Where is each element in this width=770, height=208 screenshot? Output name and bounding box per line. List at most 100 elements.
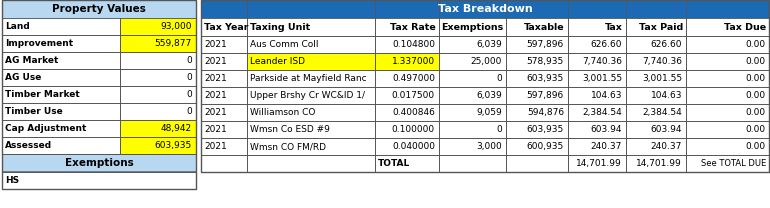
Bar: [439, 18, 506, 36]
Bar: [247, 87, 375, 104]
Text: 2021: 2021: [204, 142, 226, 151]
Text: 0: 0: [186, 56, 192, 65]
Bar: [2, 0, 196, 18]
Bar: [568, 121, 626, 138]
Bar: [568, 155, 626, 172]
Text: 93,000: 93,000: [160, 22, 192, 31]
Text: 2021: 2021: [204, 91, 226, 100]
Text: 603,935: 603,935: [155, 141, 192, 150]
Text: See TOTAL DUE: See TOTAL DUE: [701, 159, 766, 168]
Text: Leander ISD: Leander ISD: [250, 57, 305, 66]
Text: 7,740.36: 7,740.36: [642, 57, 682, 66]
Text: Tax Breakdown: Tax Breakdown: [437, 4, 532, 14]
Bar: [2, 120, 120, 137]
Bar: [247, 53, 375, 70]
Text: Upper Brshy Cr WC&ID 1/: Upper Brshy Cr WC&ID 1/: [250, 91, 365, 100]
Bar: [201, 0, 769, 172]
Text: AG Market: AG Market: [5, 56, 59, 65]
Bar: [247, 104, 375, 121]
Text: 603,935: 603,935: [527, 125, 564, 134]
Text: 0.00: 0.00: [745, 57, 765, 66]
Bar: [375, 36, 439, 53]
Text: 14,701.99: 14,701.99: [576, 159, 622, 168]
Bar: [120, 120, 196, 137]
Bar: [375, 104, 439, 121]
Bar: [247, 70, 375, 87]
Bar: [626, 53, 686, 70]
Bar: [120, 18, 196, 35]
Text: 2021: 2021: [204, 40, 226, 49]
Bar: [201, 36, 247, 53]
Text: 0.104800: 0.104800: [392, 40, 435, 49]
Text: 2021: 2021: [204, 108, 226, 117]
Text: 14,701.99: 14,701.99: [636, 159, 682, 168]
Text: Exemptions: Exemptions: [440, 22, 503, 31]
Text: Tax Rate: Tax Rate: [390, 22, 436, 31]
Text: 600,935: 600,935: [527, 142, 564, 151]
Text: HS: HS: [5, 176, 19, 185]
Bar: [439, 138, 506, 155]
Bar: [201, 0, 769, 18]
Text: 603.94: 603.94: [591, 125, 622, 134]
Bar: [568, 36, 626, 53]
Bar: [201, 70, 247, 87]
Text: 3,000: 3,000: [477, 142, 502, 151]
Text: 6,039: 6,039: [477, 40, 502, 49]
Bar: [247, 121, 375, 138]
Text: 578,935: 578,935: [527, 57, 564, 66]
Text: 597,896: 597,896: [527, 91, 564, 100]
Bar: [568, 70, 626, 87]
Bar: [439, 87, 506, 104]
Bar: [506, 53, 568, 70]
Bar: [375, 87, 439, 104]
Bar: [506, 87, 568, 104]
Bar: [439, 70, 506, 87]
Text: 0: 0: [496, 74, 502, 83]
Bar: [506, 138, 568, 155]
Bar: [375, 18, 439, 36]
Text: 240.37: 240.37: [651, 142, 682, 151]
Text: 0.00: 0.00: [745, 108, 765, 117]
Text: Williamson CO: Williamson CO: [250, 108, 316, 117]
Text: Parkside at Mayfield Ranc: Parkside at Mayfield Ranc: [250, 74, 367, 83]
Text: Tax Due: Tax Due: [724, 22, 766, 31]
Text: 0.00: 0.00: [745, 142, 765, 151]
Bar: [2, 154, 196, 172]
Text: 48,942: 48,942: [161, 124, 192, 133]
Bar: [201, 121, 247, 138]
Bar: [120, 86, 196, 103]
Text: Wmsn Co ESD #9: Wmsn Co ESD #9: [250, 125, 330, 134]
Text: 597,896: 597,896: [527, 40, 564, 49]
Bar: [120, 35, 196, 52]
Text: Improvement: Improvement: [5, 39, 73, 48]
Bar: [506, 18, 568, 36]
Bar: [686, 121, 769, 138]
Bar: [201, 87, 247, 104]
Bar: [2, 35, 120, 52]
Bar: [2, 0, 196, 189]
Bar: [626, 18, 686, 36]
Bar: [568, 18, 626, 36]
Text: Tax Year: Tax Year: [204, 22, 249, 31]
Bar: [506, 104, 568, 121]
Bar: [2, 52, 120, 69]
Text: 2,384.54: 2,384.54: [642, 108, 682, 117]
Bar: [686, 138, 769, 155]
Bar: [568, 53, 626, 70]
Bar: [439, 104, 506, 121]
Bar: [247, 36, 375, 53]
Bar: [439, 53, 506, 70]
Text: 1.337000: 1.337000: [392, 57, 435, 66]
Bar: [375, 121, 439, 138]
Text: 25,000: 25,000: [470, 57, 502, 66]
Text: Timber Use: Timber Use: [5, 107, 62, 116]
Text: 0.00: 0.00: [745, 91, 765, 100]
Bar: [120, 103, 196, 120]
Bar: [568, 104, 626, 121]
Bar: [568, 138, 626, 155]
Text: 594,876: 594,876: [527, 108, 564, 117]
Text: 104.63: 104.63: [591, 91, 622, 100]
Text: 626.60: 626.60: [591, 40, 622, 49]
Bar: [2, 69, 120, 86]
Text: 603,935: 603,935: [527, 74, 564, 83]
